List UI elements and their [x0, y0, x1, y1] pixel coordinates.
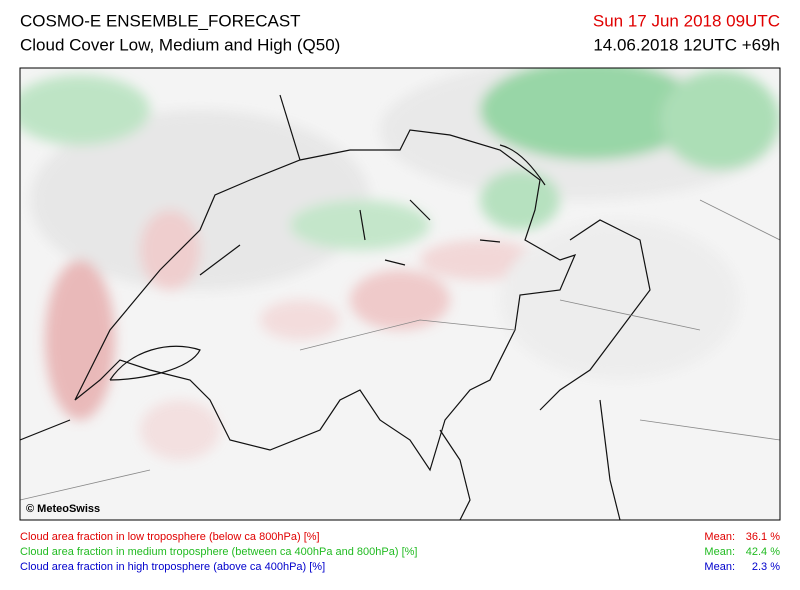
legend-mean: 42.4 % — [746, 546, 780, 558]
legend-label: Cloud area fraction in high troposphere … — [20, 561, 325, 573]
map: © MeteoSwiss — [20, 68, 780, 520]
title: COSMO-E ENSEMBLE_FORECAST — [20, 11, 301, 30]
legend: Cloud area fraction in low troposphere (… — [20, 531, 780, 573]
run-time: 14.06.2018 12UTC +69h — [593, 35, 780, 54]
subtitle: Cloud Cover Low, Medium and High (Q50) — [20, 35, 340, 54]
legend-mean-label: Mean: — [704, 561, 735, 573]
valid-time: Sun 17 Jun 2018 09UTC — [593, 11, 780, 30]
copyright: © MeteoSwiss — [26, 503, 100, 515]
legend-mean-label: Mean: — [704, 546, 735, 558]
legend-label: Cloud area fraction in low troposphere (… — [20, 531, 320, 543]
legend-mean: 2.3 % — [752, 561, 780, 573]
legend-mean-label: Mean: — [704, 531, 735, 543]
legend-mean: 36.1 % — [746, 531, 780, 543]
legend-label: Cloud area fraction in medium tropospher… — [20, 546, 417, 558]
